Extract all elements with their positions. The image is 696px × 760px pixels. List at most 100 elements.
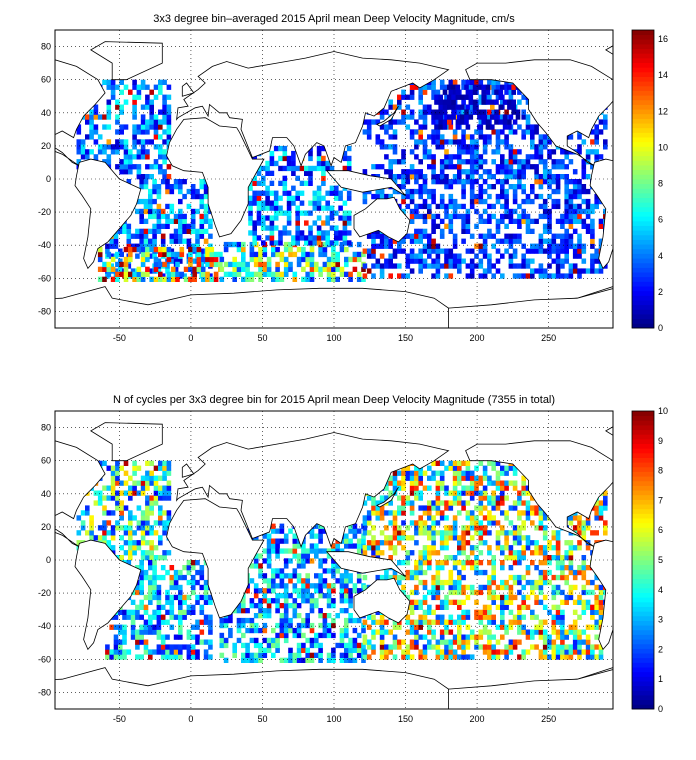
- data-bin: [551, 594, 557, 601]
- data-bin: [500, 485, 505, 491]
- data-bin: [195, 579, 200, 586]
- data-bin: [581, 208, 587, 215]
- data-bin: [356, 578, 362, 584]
- data-bin: [465, 89, 471, 95]
- data-bin: [153, 475, 159, 481]
- data-bin: [388, 164, 393, 170]
- data-bin: [542, 574, 548, 581]
- data-bin: [560, 624, 565, 630]
- data-bin: [422, 510, 428, 516]
- data-bin: [418, 134, 423, 140]
- data-bin: [173, 233, 179, 239]
- data-bin: [598, 614, 604, 620]
- data-bin: [422, 569, 428, 576]
- data-bin: [487, 134, 492, 140]
- data-bin: [388, 134, 393, 140]
- data-bin: [461, 228, 466, 234]
- data-bin: [258, 261, 263, 268]
- data-bin: [149, 545, 154, 551]
- data-bin: [361, 627, 366, 634]
- data-bin: [500, 465, 505, 471]
- data-bin: [435, 134, 441, 140]
- data-bin: [190, 228, 196, 234]
- data-bin: [594, 500, 599, 506]
- data-bin: [130, 599, 136, 605]
- data-bin: [352, 533, 358, 539]
- colorbar-segment: [632, 272, 654, 278]
- colorbar-tick-label: 14: [658, 70, 668, 80]
- data-bin: [564, 654, 569, 660]
- data-bin: [283, 246, 289, 253]
- data-bin: [132, 550, 137, 556]
- data-bin: [495, 179, 501, 185]
- data-bin: [262, 598, 268, 604]
- data-bin: [271, 543, 276, 549]
- data-bin: [551, 555, 557, 561]
- data-bin: [275, 598, 280, 604]
- data-bin: [500, 510, 505, 516]
- data-bin: [148, 589, 153, 596]
- data-bin: [495, 500, 501, 506]
- data-bin: [392, 104, 398, 110]
- data-bin: [128, 495, 133, 501]
- data-bin: [405, 555, 411, 561]
- data-bin: [348, 598, 353, 604]
- data-bin: [451, 84, 456, 90]
- data-bin: [435, 495, 441, 501]
- data-bin: [203, 599, 209, 605]
- data-bin: [283, 241, 289, 248]
- data-bin: [469, 589, 475, 596]
- data-bin: [461, 490, 466, 496]
- data-bin: [414, 258, 419, 264]
- data-bin: [271, 251, 276, 258]
- data-bin: [521, 535, 526, 541]
- data-bin: [512, 273, 518, 279]
- data-bin: [422, 525, 428, 531]
- data-bin: [344, 642, 349, 649]
- data-bin: [551, 604, 557, 610]
- data-bin: [508, 550, 514, 556]
- data-bin: [414, 624, 419, 630]
- data-bin: [344, 598, 349, 604]
- data-bin: [392, 639, 398, 645]
- data-bin: [292, 543, 298, 549]
- data-bin: [585, 520, 591, 526]
- data-bin: [169, 614, 175, 620]
- data-bin: [568, 179, 574, 185]
- data-bin: [459, 94, 465, 100]
- data-bin: [335, 251, 340, 258]
- data-bin: [273, 240, 279, 246]
- data-bin: [166, 114, 172, 120]
- colorbar-segment: [632, 174, 654, 180]
- data-bin: [384, 540, 389, 546]
- data-bin: [444, 555, 449, 561]
- data-bin: [261, 240, 266, 246]
- data-bin: [414, 619, 419, 625]
- data-bin: [542, 654, 548, 660]
- data-bin: [422, 594, 428, 601]
- data-bin: [279, 276, 285, 282]
- data-bin: [577, 193, 582, 200]
- data-bin: [512, 530, 518, 536]
- data-bin: [97, 525, 103, 531]
- data-bin: [190, 574, 196, 581]
- data-bin: [199, 609, 205, 615]
- data-bin: [199, 184, 205, 190]
- data-bin: [160, 233, 166, 239]
- data-bin: [288, 528, 293, 534]
- data-bin: [457, 268, 462, 274]
- data-bin: [361, 276, 366, 282]
- data-bin: [292, 608, 298, 614]
- data-bin: [388, 238, 393, 244]
- data-bin: [500, 184, 505, 190]
- data-bin: [140, 119, 146, 125]
- data-bin: [296, 246, 302, 253]
- data-bin: [158, 149, 163, 155]
- data-bin: [457, 624, 462, 630]
- data-bin: [469, 258, 475, 264]
- data-bin: [166, 104, 172, 110]
- data-bin: [352, 657, 358, 663]
- data-bin: [160, 644, 166, 650]
- data-bin: [339, 578, 345, 584]
- data-bin: [409, 258, 415, 264]
